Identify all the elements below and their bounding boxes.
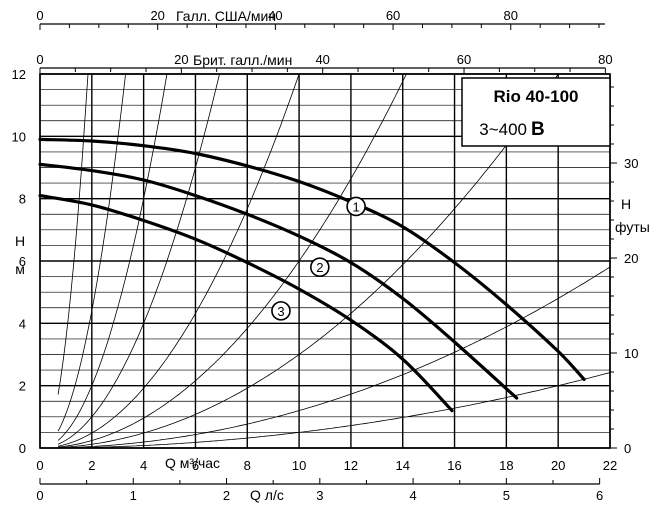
y-tick-label-ft: 10 xyxy=(624,346,638,361)
x-tick-label-m3h: 8 xyxy=(244,458,251,473)
x-tick-label-usgpm: 0 xyxy=(36,8,43,23)
y-axis-unit-left: м xyxy=(15,261,25,277)
x-tick-label-impgpm: 80 xyxy=(598,52,612,67)
pump-curves xyxy=(38,137,586,413)
system-curves xyxy=(57,73,611,449)
x-tick-label-m3h: 18 xyxy=(499,458,513,473)
system-curve xyxy=(58,266,611,449)
x-tick-label-m3h: 4 xyxy=(140,458,147,473)
x-tick-label-ls: 4 xyxy=(409,488,416,503)
x-tick-label-m3h: 22 xyxy=(603,458,617,473)
system-curve xyxy=(57,73,168,441)
system-curve xyxy=(58,73,559,448)
x-tick-label-usgpm: 20 xyxy=(150,8,164,23)
chart-subtitle-suffix: B xyxy=(531,119,545,140)
pump-curve-3 xyxy=(38,194,454,413)
curve-marker-label: 1 xyxy=(352,199,359,214)
y-tick-label-ft: 20 xyxy=(624,251,638,266)
x-tick-label-usgpm: 80 xyxy=(504,8,518,23)
curve-marker-label: 3 xyxy=(277,304,284,319)
x-tick-label-m3h: 2 xyxy=(88,458,95,473)
x-tick-label-impgpm: 20 xyxy=(174,52,188,67)
curve-marker-1 xyxy=(346,196,366,217)
system-curve xyxy=(58,372,611,449)
y-tick-label-ft: 0 xyxy=(624,441,631,456)
x-tick-label-usgpm: 40 xyxy=(268,8,282,23)
x-tick-label-m3h: 12 xyxy=(344,458,358,473)
x-tick-label-m3h: 10 xyxy=(292,458,306,473)
y-axis-label-left: H xyxy=(15,233,25,249)
system-curve xyxy=(57,73,89,395)
chart-subtitle: 3~400 xyxy=(479,120,527,139)
x-axis-label-m3h: Q м³/час xyxy=(165,455,220,471)
x-tick-label-ls: 6 xyxy=(596,488,603,503)
system-curve xyxy=(58,73,300,447)
curve-marker-3 xyxy=(271,301,291,321)
y-tick-label-m: 2 xyxy=(19,379,26,394)
y-tick-label-m: 12 xyxy=(12,67,26,82)
y-tick-label-ft: 30 xyxy=(624,156,638,171)
curve-markers: 1 2 3 xyxy=(271,196,366,321)
x-tick-label-m3h: 20 xyxy=(551,458,565,473)
y-axis-label-right: H xyxy=(621,196,631,212)
y-tick-label-m: 0 xyxy=(19,441,26,456)
model-box xyxy=(461,77,611,147)
x-tick-label-ls: 5 xyxy=(503,488,510,503)
x-tick-label-impgpm: 60 xyxy=(457,52,471,67)
system-curve xyxy=(57,73,220,445)
curve-marker-label: 2 xyxy=(316,260,323,275)
y-tick-label-m: 6 xyxy=(19,254,26,269)
x-tick-label-m3h: 6 xyxy=(192,458,199,473)
pump-curve-1 xyxy=(38,137,586,381)
x-axis-label-impgpm: Брит. галл./мин xyxy=(193,52,292,68)
x-tick-label-m3h: 0 xyxy=(36,458,43,473)
x-tick-label-ls: 3 xyxy=(316,488,323,503)
x-axis-label-ls: Q л/с xyxy=(250,487,284,503)
y-tick-label-m: 4 xyxy=(19,316,26,331)
x-tick-label-ls: 1 xyxy=(130,488,137,503)
y-tick-label-m: 8 xyxy=(19,192,26,207)
curve-marker-2 xyxy=(310,257,330,278)
x-tick-label-ls: 0 xyxy=(36,488,43,503)
y-axis-unit-right: футы xyxy=(615,219,650,235)
chart-title: Rio 40-100 xyxy=(493,87,578,106)
x-tick-label-m3h: 16 xyxy=(447,458,461,473)
x-tick-label-ls: 2 xyxy=(223,488,230,503)
plot-border xyxy=(39,73,611,449)
x-tick-label-impgpm: 40 xyxy=(315,52,329,67)
x-tick-label-usgpm: 60 xyxy=(386,8,400,23)
system-curve xyxy=(58,73,407,448)
plot-frame xyxy=(39,73,611,449)
x-axis-label-usgpm: Галл. США/мин xyxy=(176,8,276,24)
pump-curve-2 xyxy=(38,162,519,400)
x-tick-label-m3h: 14 xyxy=(395,458,409,473)
system-curve xyxy=(57,73,126,432)
y-tick-label-m: 10 xyxy=(12,129,26,144)
x-tick-label-impgpm: 0 xyxy=(36,52,43,67)
